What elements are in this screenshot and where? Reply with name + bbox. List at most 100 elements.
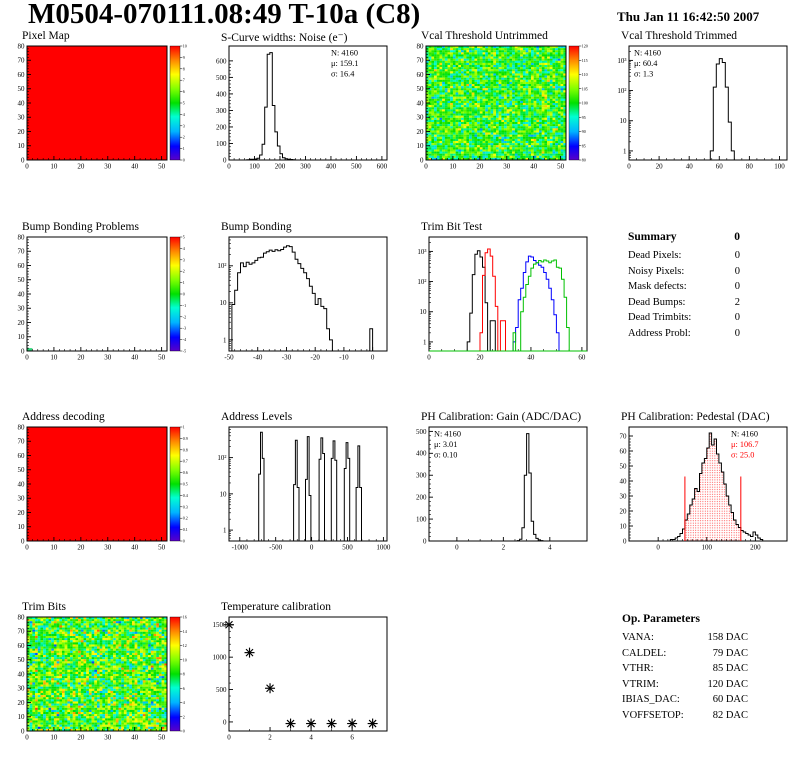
svg-text:6: 6 [183,89,185,94]
svg-text:0: 0 [310,544,314,552]
panel-bump-bonding: Bump Bonding -50 -40 -30 -20 -10 0 1 10 10² [199,221,397,371]
svg-text:-5: -5 [183,349,186,354]
svg-text:40: 40 [530,163,538,171]
svg-text:200: 200 [216,123,227,131]
svg-text:20: 20 [77,354,85,362]
summary-row: Noisy Pixels: 0 [628,265,740,277]
svg-text:10: 10 [50,544,58,552]
svg-text:115: 115 [582,58,588,63]
svg-text:10: 10 [18,142,26,150]
panel-scurve-noise: S-Curve widths: Noise (e⁻) 0 100 200 300 400… [199,30,397,180]
address-decoding-heatmap: 0 10 20 30 40 50 0 10 20 30 40 50 60 70 80 1 0.9 0.8 0.7 0.… [18,424,188,552]
svg-text:10: 10 [620,522,628,530]
svg-text:60: 60 [716,163,724,171]
svg-text:40: 40 [18,480,26,488]
svg-text:10: 10 [50,163,58,171]
svg-text:600: 600 [377,163,388,171]
svg-text:20: 20 [77,544,85,552]
op-parameter-row: VOFFSETOP: 82 DAC [622,709,748,721]
svg-text:σ: 16.4: σ: 16.4 [331,70,355,79]
svg-text:30: 30 [18,305,26,313]
svg-text:0.1: 0.1 [183,527,188,532]
svg-text:10: 10 [183,44,187,49]
svg-text:80: 80 [18,43,26,50]
op-parameters-header: Op. Parameters [622,613,748,625]
svg-text:10: 10 [18,333,26,341]
svg-text:N: 4160: N: 4160 [434,430,461,439]
svg-text:0: 0 [21,537,25,545]
op-parameter-row: VANA: 158 DAC [622,632,748,643]
panel-address-levels: Address Levels -1000 -500 0 500 1000 1 10 10² [199,411,397,561]
svg-text:20: 20 [476,163,484,171]
svg-text:85: 85 [582,143,586,148]
svg-text:100: 100 [416,515,427,523]
svg-text:200: 200 [275,163,286,171]
svg-text:10: 10 [18,523,26,531]
scurve-noise-histogram: 0 100 200 300 400 500 600 0 100 200 300 400 500 600 N:… [216,45,388,171]
chart-title: Address Levels [221,411,293,423]
svg-text:0: 0 [455,544,459,552]
svg-text:20: 20 [417,128,425,136]
svg-text:10: 10 [220,299,228,307]
svg-text:100: 100 [249,163,260,171]
svg-text:1: 1 [183,280,185,285]
chart-title: PH Calibration: Pedestal (DAC) [621,411,770,423]
svg-text:10: 10 [620,117,628,125]
svg-text:10²: 10² [617,87,626,95]
svg-text:80: 80 [746,163,754,171]
svg-text:0: 0 [627,163,631,171]
svg-text:30: 30 [503,163,511,171]
svg-text:60: 60 [18,262,26,270]
svg-text:10: 10 [50,354,58,362]
svg-text:7: 7 [183,78,185,83]
trim-bit-test-histogram: 0 20 40 60 1 10 10² 10³ [417,236,588,362]
svg-text:30: 30 [104,354,112,362]
svg-text:3: 3 [183,123,185,128]
chart-title: PH Calibration: Gain (ADC/DAC) [421,411,582,423]
svg-text:2: 2 [183,135,185,140]
svg-text:20: 20 [77,163,85,171]
svg-text:50: 50 [557,163,565,171]
svg-text:50: 50 [18,85,26,93]
svg-text:N: 4160: N: 4160 [331,49,358,58]
svg-text:-3: -3 [183,326,186,331]
op-parameters-title: Op. Parameters [622,613,700,625]
svg-text:50: 50 [18,276,26,284]
panel-pixel-map: Pixel Map 0 10 20 30 40 50 0 10 20 30 40 50 60 70 80 10… [0,30,198,180]
summary-row: Mask defects: 0 [628,281,740,292]
panel-bump-bonding-problems: Bump Bonding Problems 0 10 20 30 40 50 0 10 20 30… [0,221,198,371]
panel-trim-bits: Trim Bits 0 10 20 30 40 50 0 10 20 30 40 50 60 70 80 16… [0,601,198,751]
summary-header: Summary 0 [628,231,740,243]
svg-text:σ: 0.10: σ: 0.10 [434,451,457,460]
svg-text:0.4: 0.4 [183,493,188,498]
svg-text:N: 4160: N: 4160 [634,49,661,58]
svg-text:3: 3 [183,257,185,262]
svg-text:μ: 159.1: μ: 159.1 [331,59,359,68]
svg-text:10²: 10² [217,454,226,462]
svg-text:0: 0 [623,537,627,545]
svg-text:40: 40 [620,477,628,485]
svg-text:30: 30 [620,492,628,500]
svg-text:0: 0 [420,156,424,164]
svg-text:1: 1 [223,336,227,344]
svg-text:-1: -1 [183,303,186,308]
svg-text:4: 4 [183,246,185,251]
svg-text:5: 5 [183,101,185,106]
svg-text:200: 200 [750,544,761,552]
svg-text:600: 600 [216,57,227,65]
svg-text:50: 50 [620,462,628,470]
op-parameter-row: IBIAS_DAC: 60 DAC [622,694,748,705]
svg-text:10²: 10² [217,262,226,270]
timestamp: Thu Jan 11 16:42:50 2007 [617,9,760,24]
svg-text:0: 0 [25,544,29,552]
svg-text:-1000: -1000 [232,544,249,552]
panel-vcal-untrimmed: Vcal Threshold Untrimmed 0 10 20 30 40 50 0 10 2… [399,30,597,180]
svg-text:0: 0 [223,156,227,164]
svg-text:40: 40 [18,290,26,298]
svg-text:50: 50 [417,85,425,93]
chart-title: Pixel Map [22,30,70,42]
